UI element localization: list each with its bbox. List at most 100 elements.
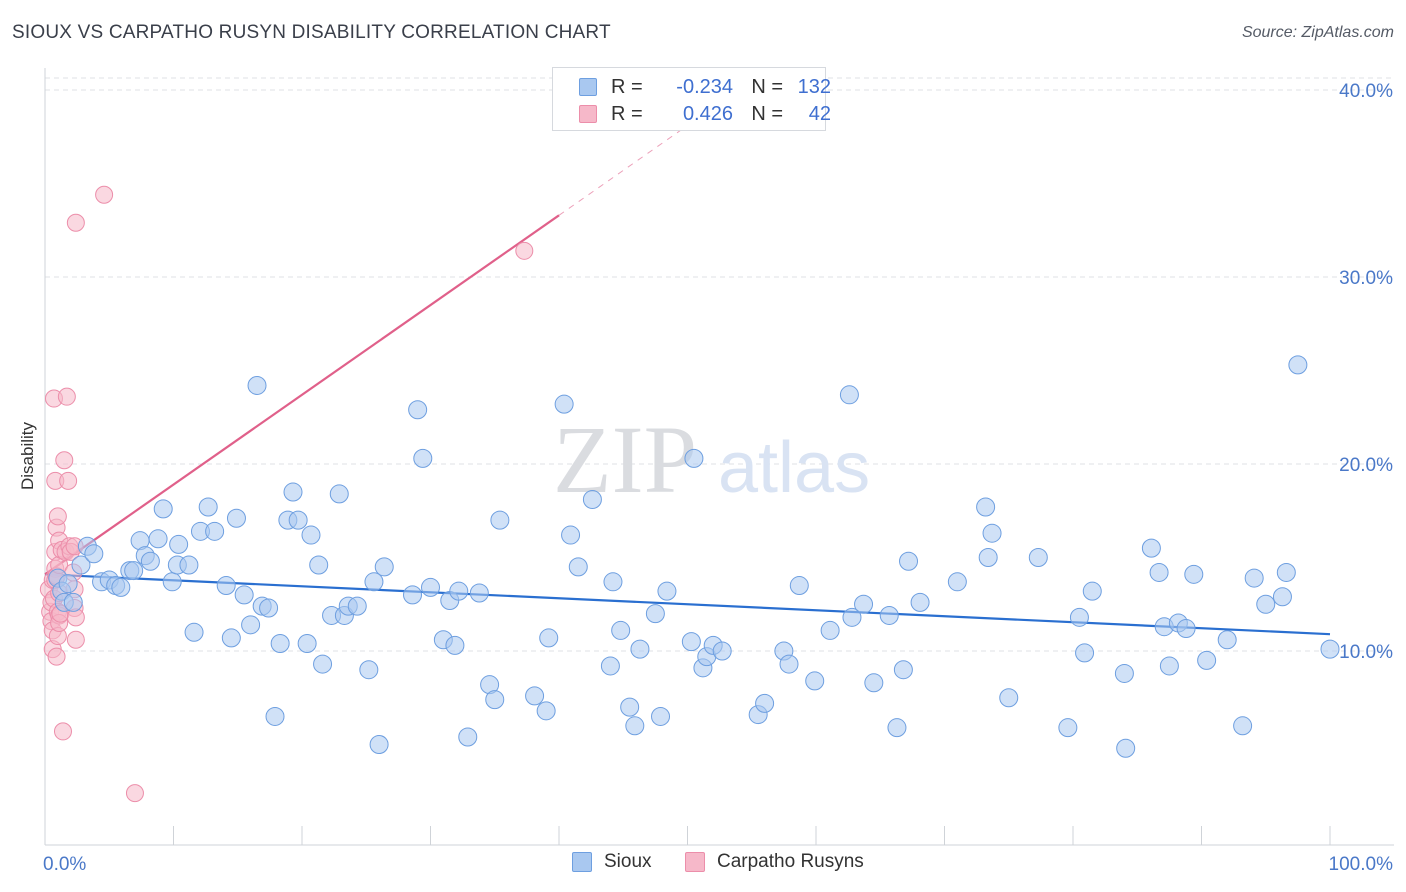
data-point-sioux bbox=[71, 555, 91, 575]
data-point-sioux bbox=[221, 628, 241, 648]
data-point-sioux bbox=[265, 706, 285, 726]
trend-line-carpatho-rusyns-extension bbox=[558, 125, 688, 216]
data-point-carpatho-rusyns bbox=[55, 451, 74, 470]
data-point-sioux bbox=[657, 581, 677, 601]
data-point-sioux bbox=[413, 448, 433, 468]
legend-label-sioux: Sioux bbox=[604, 851, 652, 872]
data-point-sioux bbox=[234, 585, 254, 605]
grid-lines bbox=[45, 77, 1394, 652]
data-point-sioux bbox=[899, 551, 919, 571]
data-point-carpatho-rusyns bbox=[57, 387, 76, 406]
data-point-carpatho-rusyns bbox=[66, 630, 85, 649]
data-point-sioux bbox=[1217, 630, 1237, 650]
data-point-sioux bbox=[1149, 562, 1169, 582]
data-point-sioux bbox=[347, 596, 367, 616]
data-point-sioux bbox=[568, 557, 588, 577]
data-point-sioux bbox=[247, 375, 267, 395]
data-point-sioux bbox=[84, 544, 104, 564]
legend-row-sioux: R = -0.234 N = 132 bbox=[553, 74, 831, 100]
series-carpatho-rusyns bbox=[39, 185, 534, 803]
data-point-sioux bbox=[1028, 548, 1048, 567]
legend-label-carpatho-rusyns: Carpatho Rusyns bbox=[717, 851, 864, 872]
data-point-sioux bbox=[554, 394, 574, 414]
y-tick-label: 40.0% bbox=[1339, 81, 1393, 102]
data-point-carpatho-rusyns bbox=[53, 722, 72, 741]
data-point-sioux bbox=[184, 622, 204, 642]
data-point-sioux bbox=[879, 605, 899, 625]
data-point-sioux bbox=[309, 555, 329, 575]
data-point-sioux bbox=[1272, 587, 1292, 607]
data-point-sioux bbox=[1116, 738, 1136, 758]
legend-r-value-sioux: -0.234 bbox=[676, 75, 733, 98]
data-point-sioux bbox=[582, 490, 602, 510]
legend-r-label: R = bbox=[611, 75, 643, 98]
data-point-sioux bbox=[458, 727, 478, 747]
data-point-sioux bbox=[288, 510, 308, 530]
data-point-sioux bbox=[1320, 639, 1340, 659]
data-point-sioux bbox=[1069, 607, 1089, 627]
data-point-sioux bbox=[611, 620, 631, 640]
data-point-sioux bbox=[259, 598, 279, 618]
data-point-sioux bbox=[140, 551, 160, 571]
data-point-sioux bbox=[364, 572, 384, 592]
data-point-sioux bbox=[216, 576, 236, 596]
legend-item-sioux[interactable]: Sioux bbox=[572, 851, 652, 873]
legend-r-label: R = bbox=[611, 102, 643, 125]
data-point-sioux bbox=[313, 654, 333, 674]
data-point-sioux bbox=[63, 592, 83, 612]
watermark: ZIP atlas bbox=[553, 406, 870, 513]
data-point-sioux bbox=[789, 576, 809, 596]
data-point-carpatho-rusyns bbox=[515, 241, 534, 260]
legend-n-value-sioux: 132 bbox=[797, 75, 831, 98]
data-point-sioux bbox=[999, 688, 1019, 708]
chart-title: SIOUX VS CARPATHO RUSYN DISABILITY CORRE… bbox=[12, 22, 611, 43]
data-point-sioux bbox=[226, 508, 246, 528]
data-point-sioux bbox=[1233, 716, 1253, 736]
data-point-sioux bbox=[369, 735, 389, 754]
data-point-sioux bbox=[1176, 619, 1196, 639]
data-point-sioux bbox=[421, 577, 440, 597]
series-sioux bbox=[48, 355, 1340, 758]
watermark-zip: ZIP bbox=[553, 406, 697, 513]
trend-line-carpatho-rusyns bbox=[44, 214, 560, 576]
x-tick-label: 100.0% bbox=[1329, 854, 1394, 875]
data-point-sioux bbox=[1244, 568, 1264, 588]
legend-n-label: N = bbox=[751, 102, 783, 125]
data-point-sioux bbox=[1276, 562, 1296, 582]
data-point-sioux bbox=[651, 706, 671, 726]
y-tick-label: 20.0% bbox=[1339, 455, 1393, 476]
data-point-sioux bbox=[241, 615, 261, 635]
y-axis-label: Disability bbox=[18, 421, 37, 490]
data-point-sioux bbox=[301, 525, 321, 545]
data-point-sioux bbox=[408, 400, 428, 420]
data-point-sioux bbox=[469, 583, 489, 603]
data-point-sioux bbox=[561, 525, 581, 545]
data-point-sioux bbox=[893, 660, 913, 680]
data-point-sioux bbox=[887, 718, 907, 738]
data-point-sioux bbox=[603, 572, 623, 592]
data-point-sioux bbox=[169, 534, 189, 554]
data-point-sioux bbox=[779, 654, 799, 674]
data-point-sioux bbox=[976, 497, 996, 517]
data-point-sioux bbox=[1184, 564, 1204, 584]
data-point-carpatho-rusyns bbox=[66, 213, 85, 232]
data-point-sioux bbox=[205, 521, 225, 541]
data-point-sioux bbox=[445, 635, 465, 655]
series-legend: Sioux Carpatho Rusyns bbox=[0, 851, 1406, 879]
data-point-sioux bbox=[600, 656, 620, 676]
data-point-sioux bbox=[842, 607, 862, 627]
x-tick-label: 0.0% bbox=[43, 854, 86, 875]
legend-r-value-carpatho-rusyns: 0.426 bbox=[682, 102, 733, 125]
data-point-sioux bbox=[854, 594, 874, 614]
data-point-sioux bbox=[1114, 663, 1134, 683]
data-point-sioux bbox=[403, 585, 423, 605]
data-point-sioux bbox=[839, 385, 859, 405]
data-point-sioux bbox=[1141, 538, 1161, 558]
data-point-sioux bbox=[490, 510, 510, 530]
legend-item-carpatho-rusyns[interactable]: Carpatho Rusyns bbox=[685, 851, 864, 873]
data-point-sioux bbox=[111, 577, 131, 597]
data-point-sioux bbox=[374, 557, 394, 577]
data-point-sioux bbox=[179, 555, 199, 575]
data-point-sioux bbox=[630, 639, 650, 659]
